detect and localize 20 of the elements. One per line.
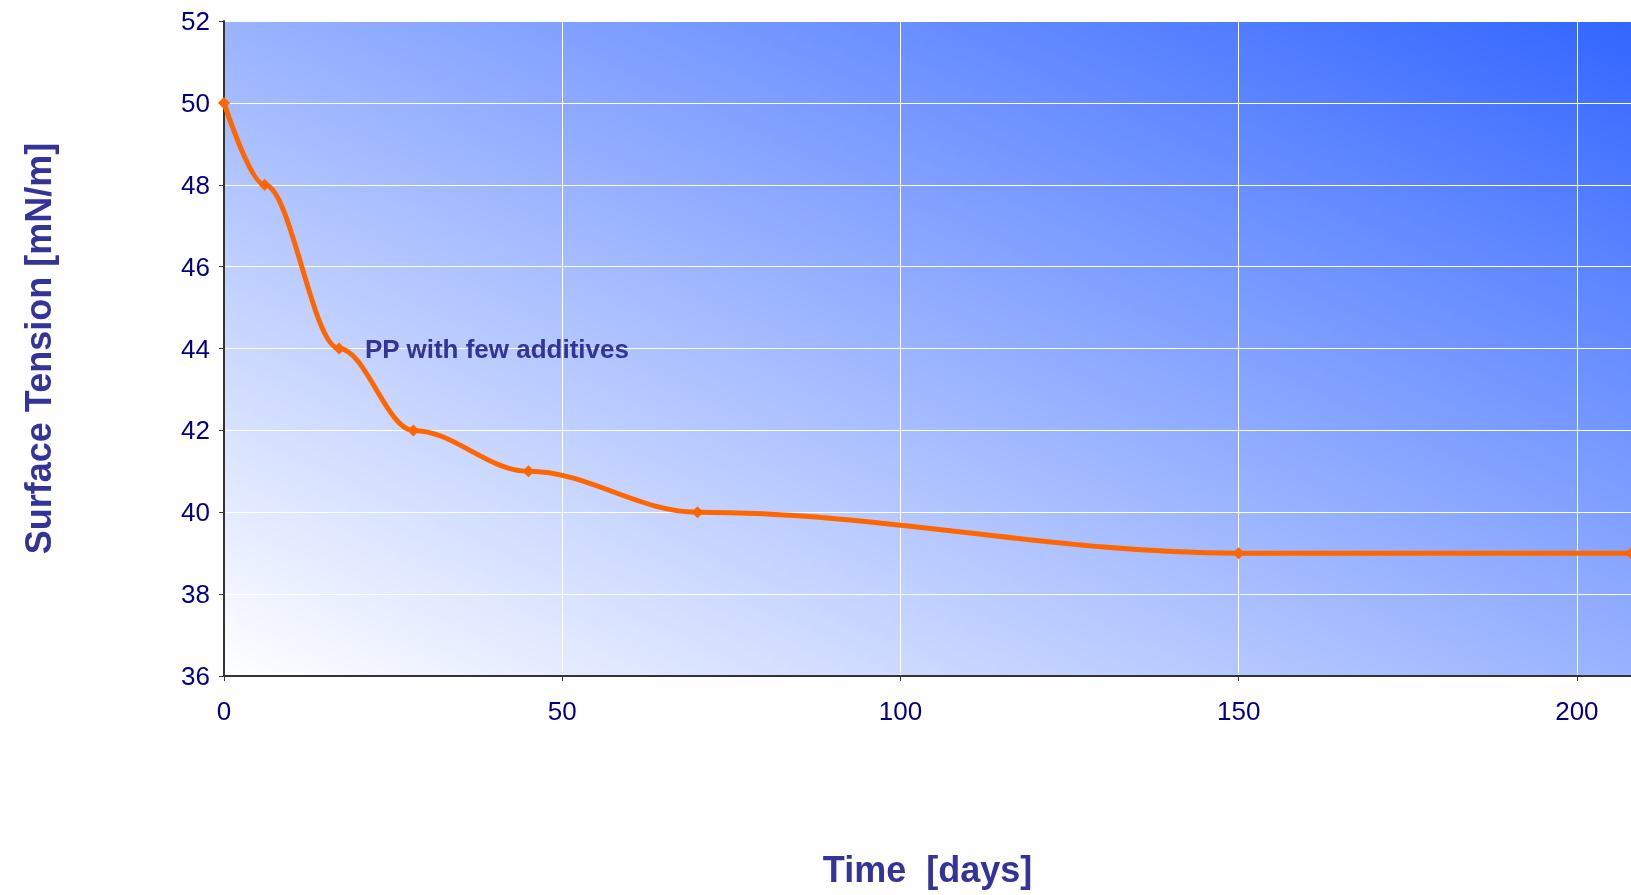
y-tick-label: 50 [181,87,210,118]
point [258,178,271,191]
y-tick-label: 36 [181,661,210,691]
y-tick-label: 52 [181,6,210,36]
y-tick-label: 40 [181,497,210,528]
x-tick-label: 0 [216,696,232,726]
y-tick-label: 46 [181,251,210,282]
y-tick-label: 48 [181,169,210,200]
point [218,96,230,109]
y-tick-label: 42 [181,415,210,446]
y-tick-label: 44 [181,333,210,364]
x-tick-label: 200 [1555,696,1599,726]
series-label: PP with few additives [365,333,629,364]
y-axis-title: Surface Tension [mN/m] [17,142,59,555]
x-tick-label: 100 [878,696,923,726]
y-tick-label: 38 [181,579,210,610]
point [333,342,345,355]
x-tick-label: 150 [1216,696,1261,726]
x-tick-label: 50 [547,696,577,726]
x-axis-title: Time [days] [822,848,1033,890]
